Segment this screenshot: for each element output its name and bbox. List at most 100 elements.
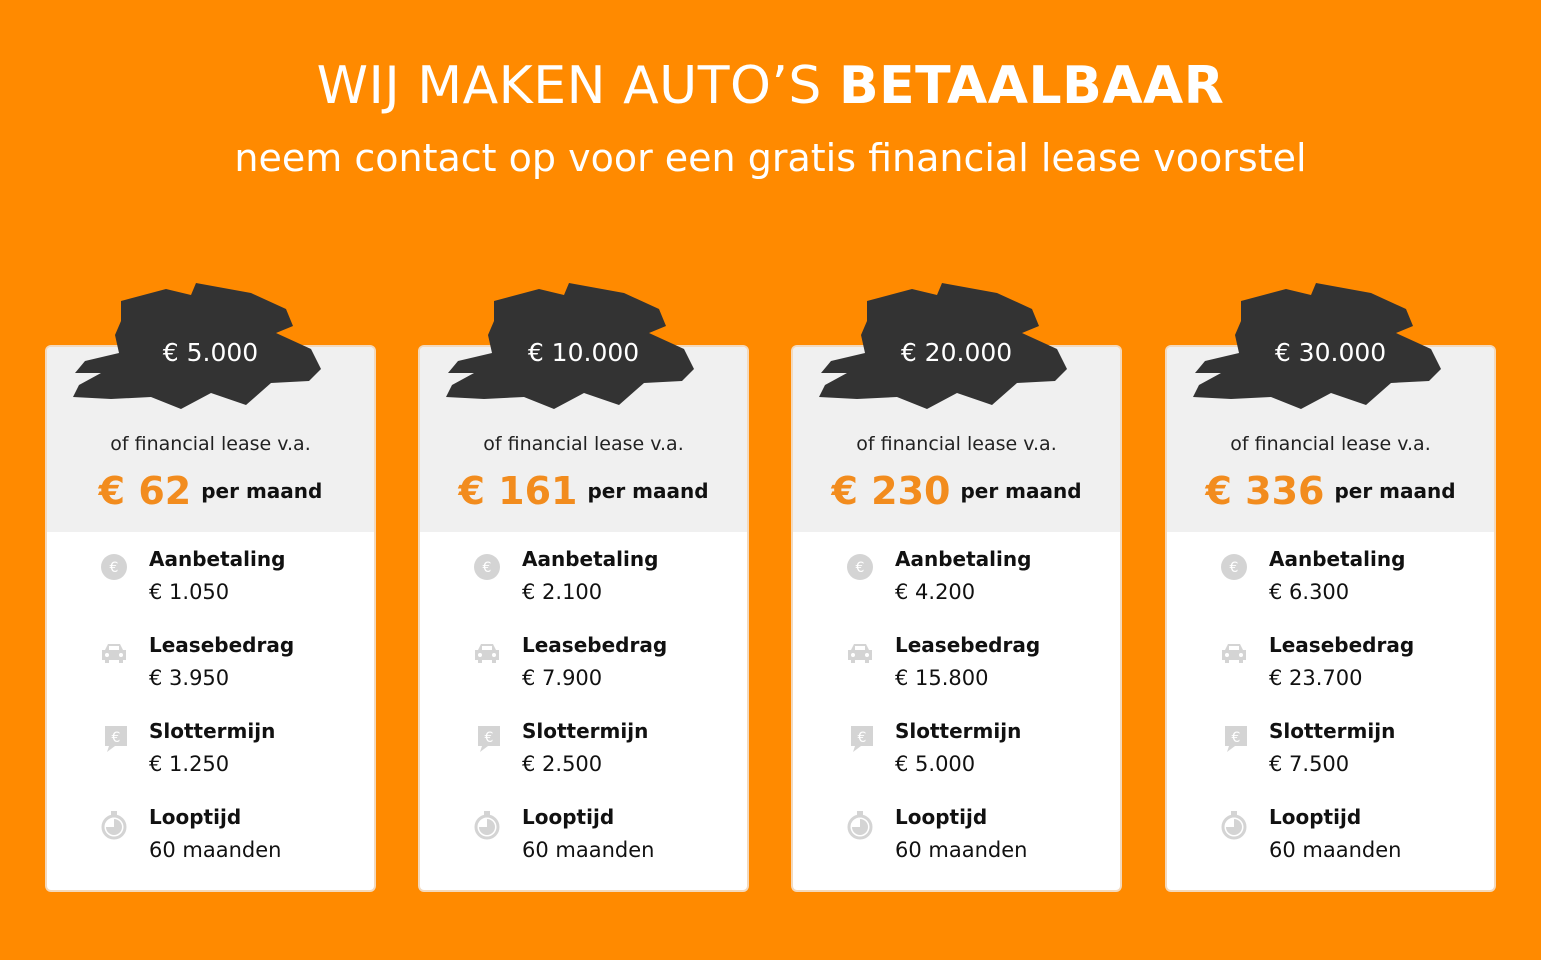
lease-amount-value: € 7.900 bbox=[522, 666, 603, 690]
euro-speech-bubble-icon: € bbox=[478, 726, 500, 752]
lease-amount-value: € 3.950 bbox=[149, 666, 230, 690]
svg-text:€: € bbox=[1232, 730, 1241, 746]
per-month-label: per maand bbox=[587, 479, 709, 503]
monthly-amount: € 230 bbox=[831, 469, 951, 513]
monthly-amount: € 336 bbox=[1205, 469, 1325, 513]
car-icon bbox=[102, 644, 126, 663]
page-subtitle: neem contact op voor een gratis financia… bbox=[234, 136, 1307, 180]
lease-amount-label: Leasebedrag bbox=[149, 633, 295, 657]
duration-item: Looptijd 60 maanden bbox=[97, 802, 374, 888]
lease-amount-item: Leasebedrag € 7.900 bbox=[470, 630, 747, 716]
svg-text:€: € bbox=[856, 560, 865, 576]
euro-coin-icon: € bbox=[101, 554, 127, 580]
down-payment-item: € Aanbetaling € 6.300 bbox=[1217, 544, 1494, 630]
final-term-item: € Slottermijn € 7.500 bbox=[1217, 716, 1494, 802]
brush-stroke-icon bbox=[1193, 283, 1441, 409]
duration-value: 60 maanden bbox=[522, 838, 655, 862]
down-payment-label: Aanbetaling bbox=[149, 547, 286, 571]
duration-label: Looptijd bbox=[149, 805, 242, 829]
final-term-value: € 5.000 bbox=[895, 752, 976, 776]
lease-from-label: of financial lease v.a. bbox=[483, 433, 684, 455]
down-payment-value: € 4.200 bbox=[895, 580, 976, 604]
title-bold: BETAALBAAR bbox=[838, 56, 1225, 116]
monthly-price: € 336 per maand bbox=[1167, 469, 1494, 513]
car-price: € 20.000 bbox=[900, 338, 1013, 367]
svg-text:€: € bbox=[485, 730, 494, 746]
euro-speech-bubble-icon: € bbox=[851, 726, 873, 752]
stopwatch-icon bbox=[1221, 811, 1247, 840]
page-title: WIJ MAKEN AUTO’S BETAALBAAR bbox=[0, 56, 1541, 116]
down-payment-item: € Aanbetaling € 2.100 bbox=[470, 544, 747, 630]
lease-from-label: of financial lease v.a. bbox=[856, 433, 1057, 455]
euro-coin-icon: € bbox=[1221, 554, 1247, 580]
brush-stroke-icon bbox=[73, 283, 321, 409]
pricing-card: € 30.000 of financial lease v.a. € 336 pe… bbox=[1167, 283, 1494, 890]
svg-text:€: € bbox=[110, 560, 119, 576]
down-payment-value: € 1.050 bbox=[149, 580, 230, 604]
stopwatch-icon bbox=[101, 811, 127, 840]
card-header: € 30.000 of financial lease v.a. € 336 pe… bbox=[1167, 283, 1494, 532]
car-icon bbox=[848, 644, 872, 663]
car-price: € 5.000 bbox=[162, 338, 259, 367]
down-payment-label: Aanbetaling bbox=[895, 547, 1032, 571]
final-term-label: Slottermijn bbox=[895, 719, 1022, 743]
down-payment-value: € 2.100 bbox=[522, 580, 603, 604]
lease-amount-item: Leasebedrag € 15.800 bbox=[843, 630, 1120, 716]
stopwatch-icon bbox=[474, 811, 500, 840]
svg-text:€: € bbox=[858, 730, 867, 746]
final-term-item: € Slottermijn € 2.500 bbox=[470, 716, 747, 802]
stopwatch-icon bbox=[847, 811, 873, 840]
monthly-amount: € 161 bbox=[458, 469, 578, 513]
euro-coin-icon: € bbox=[474, 554, 500, 580]
lease-amount-value: € 15.800 bbox=[895, 666, 989, 690]
pricing-card: € 5.000 of financial lease v.a. € 62 per … bbox=[47, 283, 374, 890]
brush-stroke-icon bbox=[819, 283, 1067, 409]
final-term-value: € 2.500 bbox=[522, 752, 603, 776]
car-icon bbox=[1222, 644, 1246, 663]
pricing-card: € 10.000 of financial lease v.a. € 161 pe… bbox=[420, 283, 747, 890]
final-term-value: € 7.500 bbox=[1269, 752, 1350, 776]
svg-text:€: € bbox=[1230, 560, 1239, 576]
down-payment-item: € Aanbetaling € 4.200 bbox=[843, 544, 1120, 630]
lease-amount-label: Leasebedrag bbox=[522, 633, 668, 657]
down-payment-value: € 6.300 bbox=[1269, 580, 1350, 604]
lease-amount-value: € 23.700 bbox=[1269, 666, 1363, 690]
duration-item: Looptijd 60 maanden bbox=[1217, 802, 1494, 888]
euro-speech-bubble-icon: € bbox=[105, 726, 127, 752]
svg-text:€: € bbox=[112, 730, 121, 746]
lease-amount-label: Leasebedrag bbox=[1269, 633, 1415, 657]
monthly-price: € 62 per maand bbox=[47, 469, 374, 513]
monthly-amount: € 62 bbox=[98, 469, 192, 513]
lease-amount-label: Leasebedrag bbox=[895, 633, 1041, 657]
down-payment-item: € Aanbetaling € 1.050 bbox=[97, 544, 374, 630]
duration-value: 60 maanden bbox=[149, 838, 282, 862]
lease-from-label: of financial lease v.a. bbox=[110, 433, 311, 455]
car-price: € 30.000 bbox=[1274, 338, 1387, 367]
title-regular: WIJ MAKEN AUTO’S bbox=[316, 56, 822, 116]
car-icon bbox=[475, 644, 499, 663]
final-term-value: € 1.250 bbox=[149, 752, 230, 776]
duration-label: Looptijd bbox=[1269, 805, 1362, 829]
card-header: € 20.000 of financial lease v.a. € 230 pe… bbox=[793, 283, 1120, 532]
card-header: € 5.000 of financial lease v.a. € 62 per … bbox=[47, 283, 374, 532]
brush-stroke-icon bbox=[446, 283, 694, 409]
euro-speech-bubble-icon: € bbox=[1225, 726, 1247, 752]
euro-coin-icon: € bbox=[847, 554, 873, 580]
lease-amount-item: Leasebedrag € 23.700 bbox=[1217, 630, 1494, 716]
lease-amount-item: Leasebedrag € 3.950 bbox=[97, 630, 374, 716]
down-payment-label: Aanbetaling bbox=[1269, 547, 1406, 571]
duration-item: Looptijd 60 maanden bbox=[470, 802, 747, 888]
down-payment-label: Aanbetaling bbox=[522, 547, 659, 571]
monthly-price: € 230 per maand bbox=[793, 469, 1120, 513]
svg-text:€: € bbox=[483, 560, 492, 576]
per-month-label: per maand bbox=[201, 479, 323, 503]
duration-value: 60 maanden bbox=[895, 838, 1028, 862]
per-month-label: per maand bbox=[960, 479, 1082, 503]
final-term-label: Slottermijn bbox=[149, 719, 276, 743]
lease-from-label: of financial lease v.a. bbox=[1230, 433, 1431, 455]
pricing-card: € 20.000 of financial lease v.a. € 230 pe… bbox=[793, 283, 1120, 890]
car-price: € 10.000 bbox=[527, 338, 640, 367]
per-month-label: per maand bbox=[1334, 479, 1456, 503]
final-term-label: Slottermijn bbox=[1269, 719, 1396, 743]
monthly-price: € 161 per maand bbox=[420, 469, 747, 513]
